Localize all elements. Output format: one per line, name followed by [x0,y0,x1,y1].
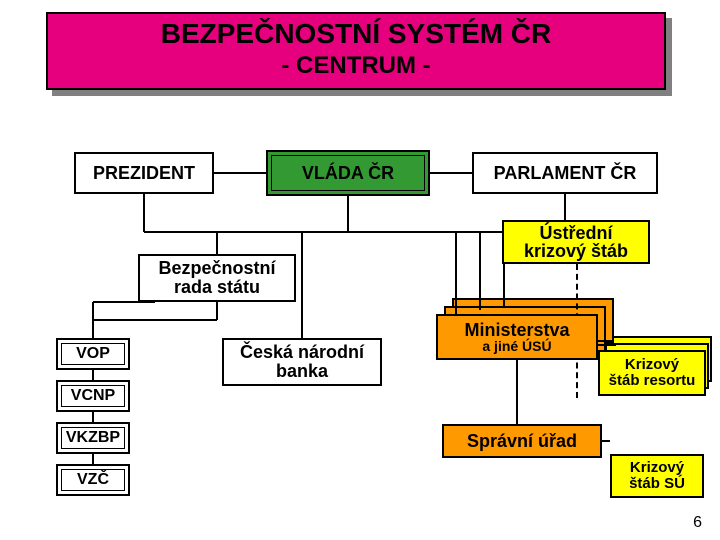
label-parlament: PARLAMENT ČR [494,163,637,184]
label-prezident: PREZIDENT [93,163,195,184]
node-vzc: VZČ [56,464,130,496]
label-cnb-1: Česká národní [240,343,364,362]
label-vkzbp: VKZBP [66,429,120,447]
node-spravni: Správní úřad [442,424,602,458]
node-cnb: Česká národní banka [222,338,382,386]
label-ksr-2: štáb resortu [609,373,696,389]
label-kssu-1: Krizový [630,460,684,476]
label-vlada: VLÁDA ČR [302,163,394,184]
node-vop: VOP [56,338,130,370]
node-brs: Bezpečnostní rada státu [138,254,296,302]
label-ustredni-1: Ústřední [539,224,612,242]
node-vcnp: VCNP [56,380,130,412]
label-brs-2: rada státu [174,278,260,297]
node-vkzbp: VKZBP [56,422,130,454]
label-vzc: VZČ [77,471,109,489]
label-kssu-2: štáb SÚ [629,476,685,492]
node-prezident: PREZIDENT [74,152,214,194]
node-ministerstva: Ministerstva a jiné ÚSÚ [436,314,598,360]
node-ustredni: Ústřední krizový štáb [502,220,650,264]
label-ksr-1: Krizový [625,357,679,373]
node-ksresortu: Krizový štáb resortu [598,350,706,396]
label-cnb-2: banka [276,362,328,381]
node-parlament: PARLAMENT ČR [472,152,658,194]
node-kssu: Krizový štáb SÚ [610,454,704,498]
label-ustredni-2: krizový štáb [524,242,628,260]
label-spravni: Správní úřad [467,431,577,452]
label-brs-1: Bezpečnostní [158,259,275,278]
label-vcnp: VCNP [71,387,115,405]
label-min-sub: a jiné ÚSÚ [482,339,551,353]
node-vlada: VLÁDA ČR [266,150,430,196]
slide: BEZPEČNOSTNÍ SYSTÉM ČR - CENTRUM - [0,0,720,540]
label-min: Ministerstva [464,321,569,339]
label-vop: VOP [76,345,110,363]
